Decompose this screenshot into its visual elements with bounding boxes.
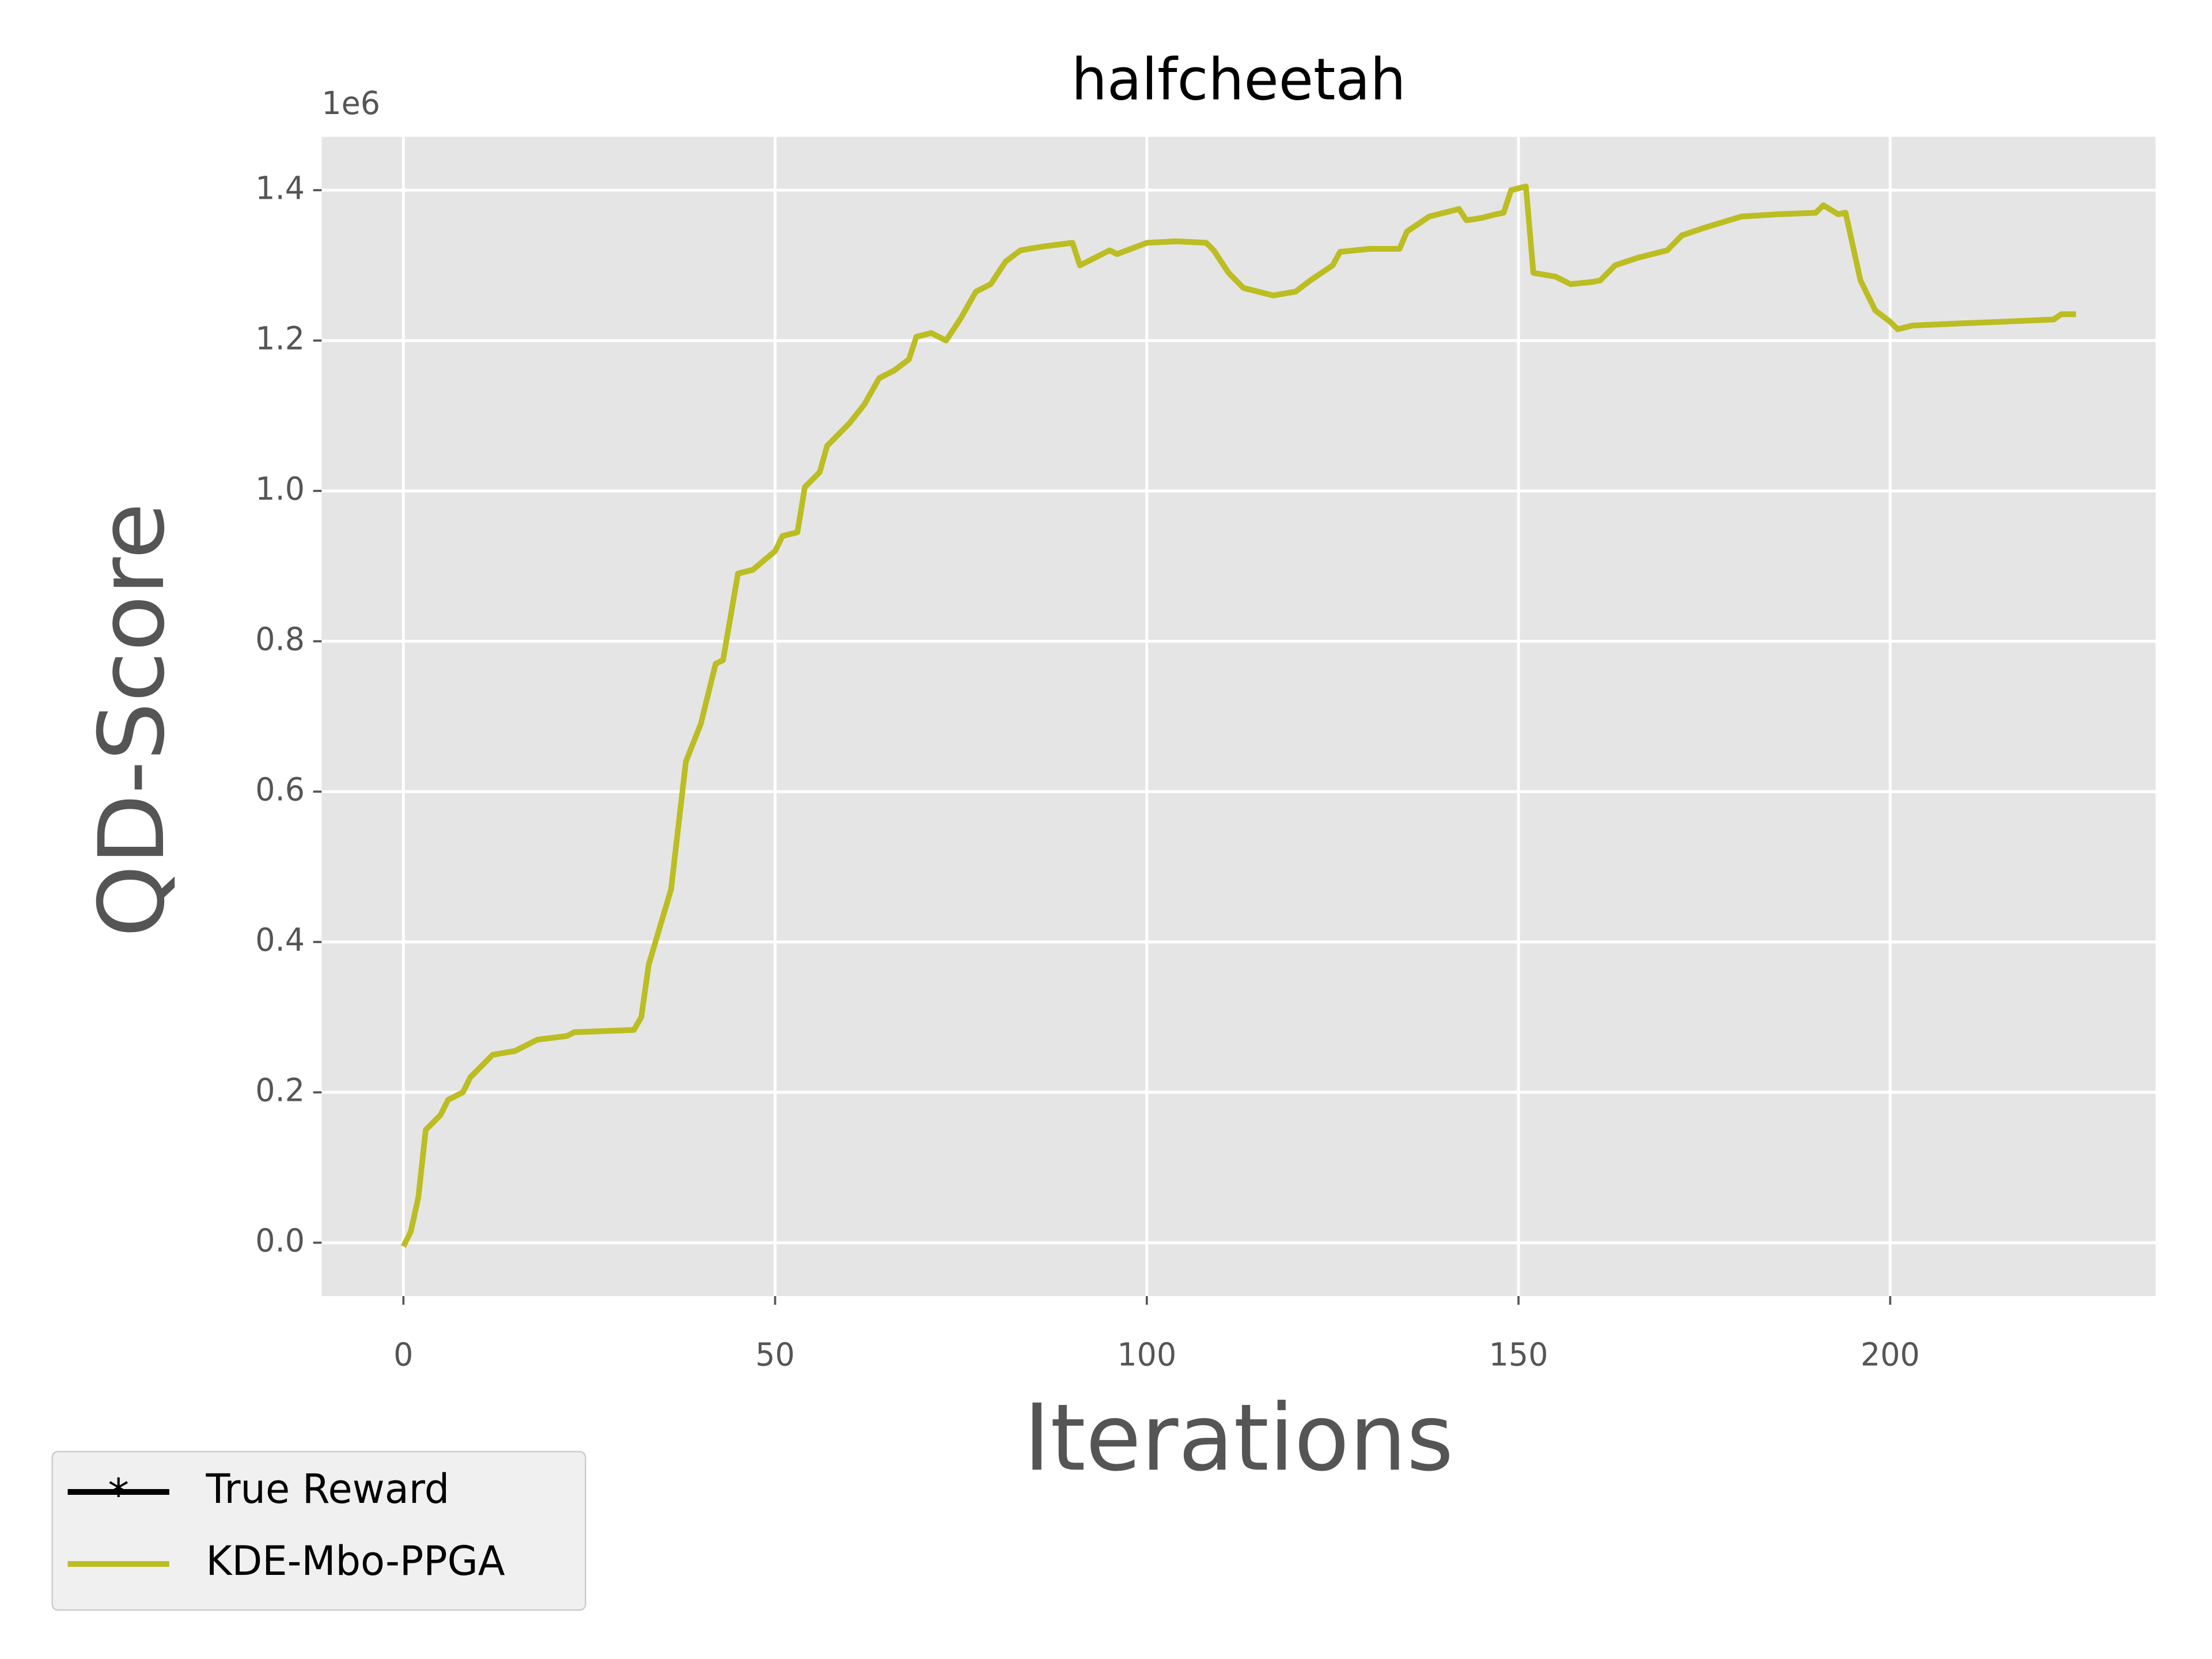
marks bbox=[400, 183, 2076, 1248]
y-tick-label: 0.4 bbox=[255, 921, 305, 959]
y-tick-label: 1.2 bbox=[255, 320, 305, 357]
series-line bbox=[400, 183, 2076, 1248]
chart-title: halfcheetah bbox=[1071, 47, 1406, 113]
x-tick-label: 200 bbox=[1861, 1336, 1920, 1373]
y-tick-label: 1.4 bbox=[255, 169, 305, 207]
x-tick-label: 0 bbox=[393, 1336, 413, 1373]
legend bbox=[51, 1450, 586, 1611]
legend-entries: * True Reward KDE-Mbo-PPGA bbox=[67, 1467, 505, 1585]
y-offset-label: 1e6 bbox=[321, 84, 380, 122]
y-tick-label: 1.0 bbox=[255, 470, 305, 507]
y-tick-label: 0.2 bbox=[255, 1071, 305, 1109]
y-tick-label: 0.6 bbox=[255, 771, 305, 808]
y-axis-label: QD-Score bbox=[80, 503, 185, 938]
y-tick-label: 0.8 bbox=[255, 620, 305, 658]
y-tick-label: 0.0 bbox=[255, 1222, 305, 1259]
x-tick-label: 150 bbox=[1489, 1336, 1548, 1373]
legend-label: KDE-Mbo-PPGA bbox=[206, 1539, 505, 1585]
plot-area bbox=[321, 137, 2156, 1296]
legend-label: True Reward bbox=[206, 1467, 450, 1513]
x-tick-label: 100 bbox=[1117, 1336, 1176, 1373]
grid: 0 50 100 150 200 0.0 0.2 0.4 0.6 0.8 1.0 1.2 1.4 bbox=[255, 137, 2156, 1373]
x-axis-label: Iterations bbox=[1024, 1385, 1453, 1492]
x-tick-label: 50 bbox=[755, 1336, 795, 1373]
legend-marker: * bbox=[108, 1469, 129, 1520]
